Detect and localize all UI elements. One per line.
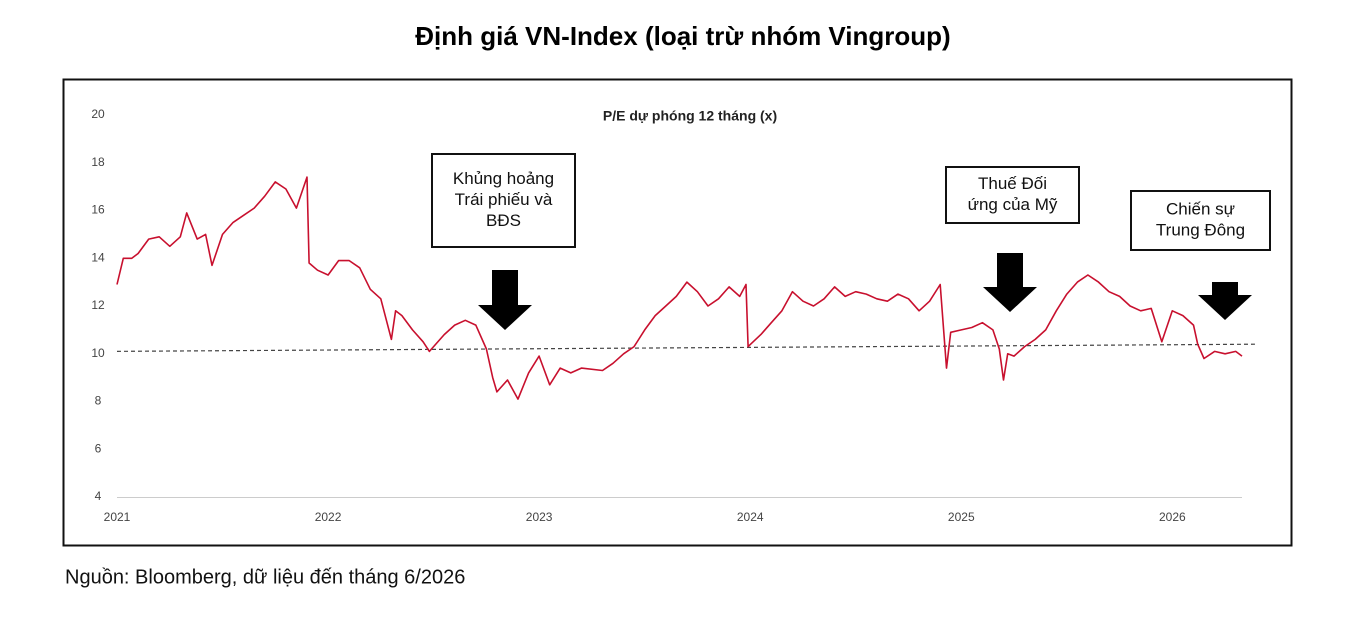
x-tick-label: 2022 — [315, 510, 342, 524]
pe-line — [116, 176, 1243, 400]
source-note: Nguồn: Bloomberg, dữ liệu đến tháng 6/20… — [65, 566, 465, 588]
y-tick-label: 12 — [91, 298, 105, 312]
x-tick-label: 2026 — [1159, 510, 1186, 524]
annotation-text: Trái phiếu và — [455, 190, 553, 209]
y-tick-label: 20 — [91, 107, 105, 121]
annotation-box — [945, 166, 1080, 224]
chart-frame — [62, 78, 1293, 547]
y-tick-label: 10 — [91, 346, 105, 360]
annotation-text: Thuế Đối — [978, 174, 1047, 193]
annotation-arrow — [983, 253, 1037, 312]
annotation-text: Chiến sự — [1166, 199, 1235, 218]
chart-subtitle: P/E dự phóng 12 tháng (x) — [603, 108, 777, 124]
annotation-arrow — [1198, 282, 1252, 320]
annotation-text: Khủng hoảng — [453, 169, 554, 188]
y-tick-label: 8 — [95, 394, 102, 408]
annotation-arrow — [478, 270, 532, 330]
x-tick-label: 2024 — [737, 510, 764, 524]
mean-line — [116, 343, 1257, 352]
x-tick-label: 2023 — [526, 510, 553, 524]
y-tick-label: 6 — [95, 441, 102, 455]
annotation-box — [431, 153, 576, 248]
annotation-text: BĐS — [486, 211, 521, 230]
y-tick-label: 16 — [91, 203, 105, 217]
x-tick-label: 2025 — [948, 510, 975, 524]
annotation-text: ứng của Mỹ — [968, 195, 1058, 214]
x-tick-label: 2021 — [104, 510, 131, 524]
y-tick-label: 18 — [91, 155, 105, 169]
annotation-text: Trung Đông — [1156, 220, 1245, 239]
y-tick-label: 4 — [95, 489, 102, 503]
chart-title: Định giá VN-Index (loại trừ nhóm Vingrou… — [415, 21, 950, 51]
annotation-box — [1130, 190, 1271, 251]
y-tick-label: 14 — [91, 250, 105, 264]
